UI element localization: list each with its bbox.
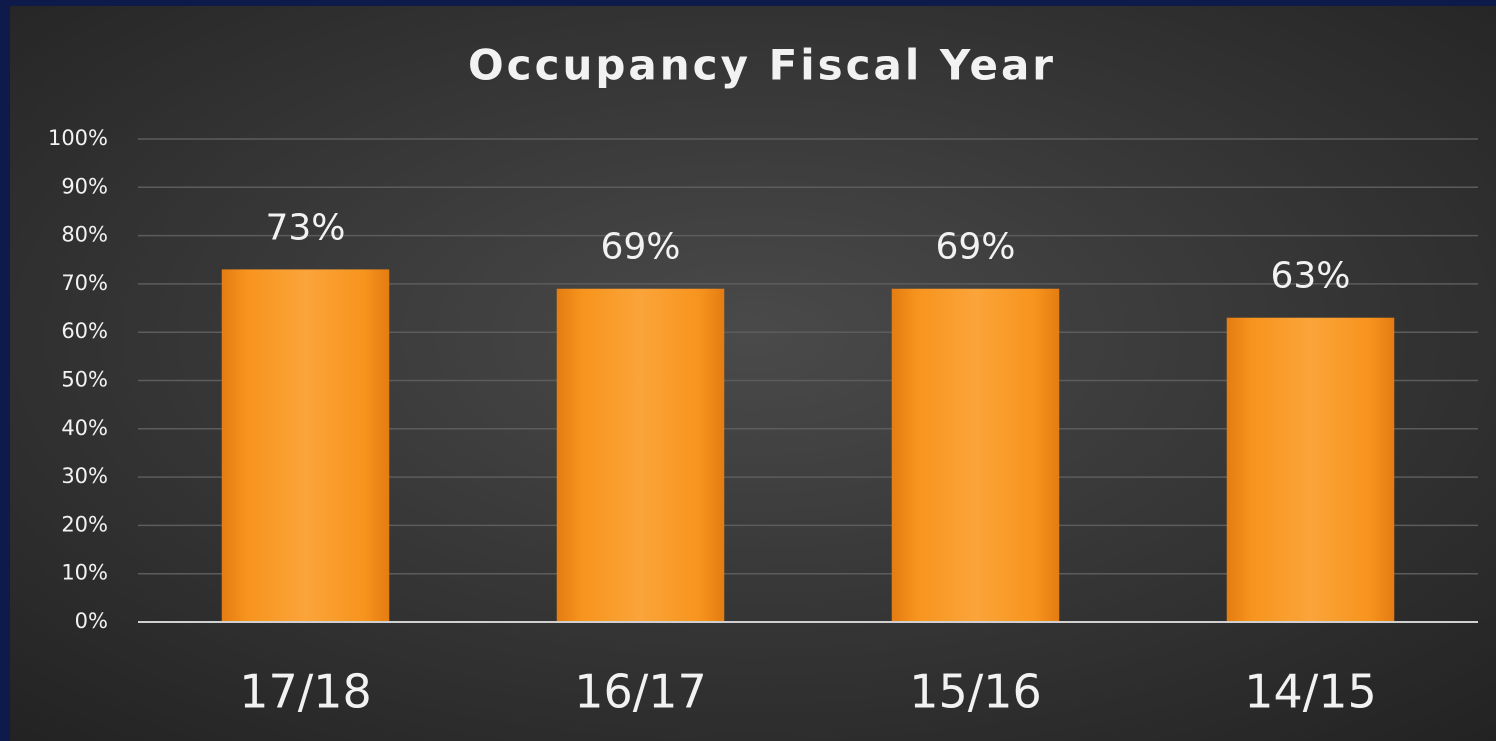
y-tick-label: 50%	[61, 368, 108, 392]
data-label: 69%	[600, 227, 680, 268]
bar	[221, 269, 390, 622]
data-label: 69%	[935, 227, 1015, 268]
data-label: 63%	[1270, 256, 1350, 297]
y-tick-label: 20%	[61, 512, 108, 536]
y-tick-label: 80%	[61, 223, 108, 247]
y-tick-label: 40%	[61, 416, 108, 440]
y-tick-label: 100%	[48, 126, 108, 150]
x-tick-label: 15/16	[909, 665, 1042, 719]
y-tick-label: 90%	[61, 174, 108, 198]
y-tick-label: 30%	[61, 464, 108, 488]
chart-title: Occupancy Fiscal Year	[468, 41, 1056, 90]
y-tick-label: 70%	[61, 271, 108, 295]
y-tick-label: 60%	[61, 319, 108, 343]
bar	[556, 288, 725, 622]
y-tick-label: 10%	[61, 561, 108, 585]
bar	[1226, 317, 1395, 622]
x-tick-label: 17/18	[239, 665, 372, 719]
data-label: 73%	[265, 207, 345, 248]
x-tick-label: 16/17	[574, 665, 707, 719]
x-tick-label: 14/15	[1244, 665, 1377, 719]
y-tick-label: 0%	[75, 609, 108, 633]
bar	[891, 288, 1060, 622]
